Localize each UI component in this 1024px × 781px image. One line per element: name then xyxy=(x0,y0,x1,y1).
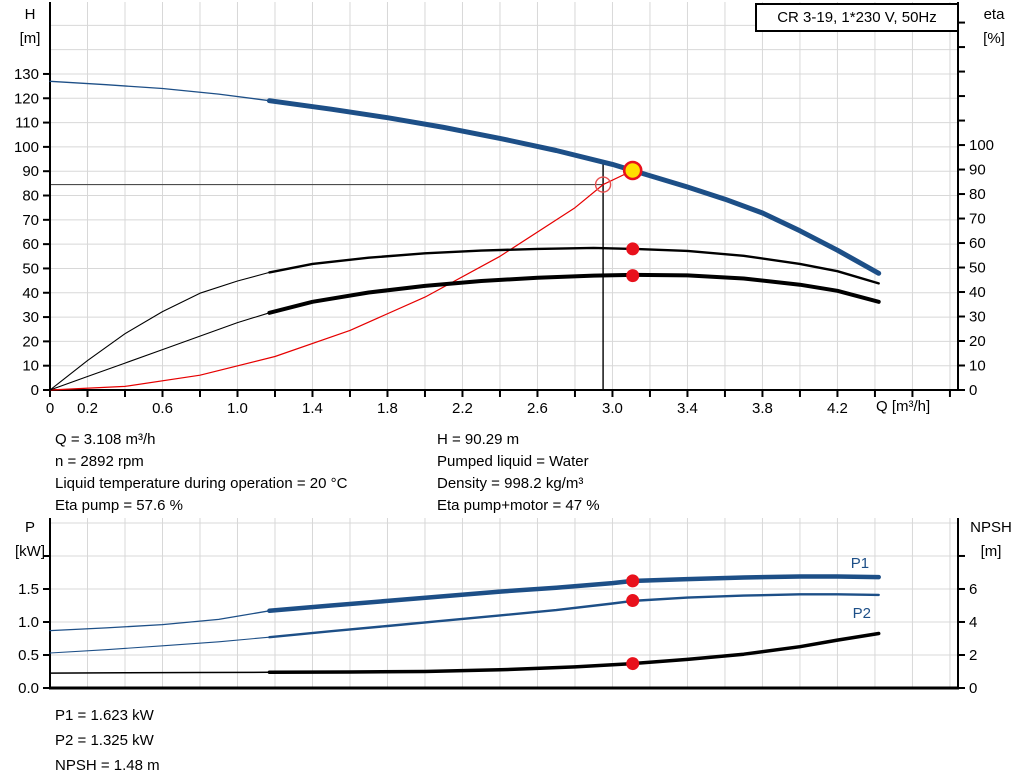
power-npsh-data: P1 = 1.623 kW P2 = 1.325 kW NPSH = 1.48 … xyxy=(55,703,160,778)
p2-curve xyxy=(268,593,880,639)
density-value: Density = 998.2 kg/m³ xyxy=(437,475,584,492)
p-axis-label-unit: [kW] xyxy=(15,543,45,560)
npsh-point xyxy=(626,657,640,671)
npsh-value: NPSH = 1.48 m xyxy=(55,757,160,774)
p2-point xyxy=(626,594,640,608)
svg-text:P2: P2 xyxy=(853,605,871,622)
svg-text:30: 30 xyxy=(969,309,986,326)
eta-axis-label-unit: [%] xyxy=(983,30,1005,47)
svg-text:1.0: 1.0 xyxy=(18,614,39,631)
p-axis-label: P [kW] xyxy=(8,516,52,564)
svg-text:40: 40 xyxy=(969,284,986,301)
h-axis-label: H [m] xyxy=(8,3,52,51)
qh-curve xyxy=(49,80,271,102)
svg-text:0.2: 0.2 xyxy=(77,400,98,417)
liquid-temperature-value: Liquid temperature during operation = 20… xyxy=(55,475,348,492)
npsh-axis-label-unit: [m] xyxy=(980,543,1002,560)
head-value: H = 90.29 m xyxy=(437,431,520,448)
flow-value: Q = 3.108 m³/h xyxy=(55,431,156,448)
svg-text:0: 0 xyxy=(969,680,977,697)
p1-value: P1 = 1.623 kW xyxy=(55,707,154,724)
eta-pump-point xyxy=(626,242,640,256)
svg-text:80: 80 xyxy=(22,188,39,205)
svg-text:4.2: 4.2 xyxy=(827,400,848,417)
svg-text:2.2: 2.2 xyxy=(452,400,473,417)
eta-pump xyxy=(49,271,270,391)
eta-pump-motor xyxy=(267,272,881,315)
p2-curve xyxy=(49,636,270,654)
svg-text:0: 0 xyxy=(31,382,39,399)
svg-text:10: 10 xyxy=(22,358,39,375)
svg-text:6: 6 xyxy=(969,581,977,598)
eta-pump-value: Eta pump = 57.6 % xyxy=(55,497,183,514)
svg-text:100: 100 xyxy=(14,139,39,156)
eta-axis-label-symbol: eta xyxy=(983,6,1005,23)
q-axis-label: Q [m³/h] xyxy=(876,398,931,415)
svg-text:1.8: 1.8 xyxy=(377,400,398,417)
operating-data-right: H = 90.29 m Pumped liquid = Water Densit… xyxy=(437,429,600,517)
p-axis-label-symbol: P xyxy=(24,519,35,536)
svg-text:120: 120 xyxy=(14,90,39,107)
svg-text:3.8: 3.8 xyxy=(752,400,773,417)
svg-text:60: 60 xyxy=(22,236,39,253)
svg-text:70: 70 xyxy=(969,211,986,228)
svg-text:4: 4 xyxy=(969,614,977,631)
svg-text:100: 100 xyxy=(969,137,994,154)
svg-text:0.6: 0.6 xyxy=(152,400,173,417)
speed-value: n = 2892 rpm xyxy=(55,453,144,470)
svg-text:1.5: 1.5 xyxy=(18,581,39,598)
eta-pump-motor xyxy=(49,312,270,391)
svg-text:0.0: 0.0 xyxy=(18,680,39,697)
svg-text:10: 10 xyxy=(969,358,986,375)
p1-point xyxy=(626,574,640,588)
svg-text:90: 90 xyxy=(969,162,986,179)
eta-pump-motor-value: Eta pump+motor = 47 % xyxy=(437,497,600,514)
pumped-liquid-value: Pumped liquid = Water xyxy=(437,453,589,470)
svg-text:3.4: 3.4 xyxy=(677,400,698,417)
rated-point-circle xyxy=(594,176,612,193)
svg-text:50: 50 xyxy=(22,260,39,277)
svg-text:60: 60 xyxy=(969,235,986,252)
p1-curve xyxy=(267,574,881,614)
duty-point xyxy=(622,160,643,181)
svg-text:0: 0 xyxy=(969,382,977,399)
svg-text:40: 40 xyxy=(22,285,39,302)
npsh-curve xyxy=(49,671,271,674)
svg-text:2: 2 xyxy=(969,647,977,664)
eta-axis-label: eta [%] xyxy=(968,3,1020,51)
svg-text:90: 90 xyxy=(22,163,39,180)
eta-pump-motor-point xyxy=(626,269,640,283)
p2-value: P2 = 1.325 kW xyxy=(55,732,154,749)
svg-text:2.6: 2.6 xyxy=(527,400,548,417)
p1-curve xyxy=(49,610,271,632)
svg-text:20: 20 xyxy=(969,333,986,350)
svg-text:80: 80 xyxy=(969,186,986,203)
svg-text:0: 0 xyxy=(46,400,54,417)
svg-text:70: 70 xyxy=(22,212,39,229)
npsh-axis-label: NPSH [m] xyxy=(960,516,1022,564)
eta-pump xyxy=(268,246,880,285)
svg-text:20: 20 xyxy=(22,333,39,350)
operating-data-left: Q = 3.108 m³/h n = 2892 rpm Liquid tempe… xyxy=(55,429,347,517)
h-axis-label-symbol: H xyxy=(24,6,36,23)
pump-model-title: CR 3-19, 1*230 V, 50Hz xyxy=(755,3,959,32)
svg-text:P1: P1 xyxy=(851,555,869,572)
svg-text:30: 30 xyxy=(22,309,39,326)
svg-text:0.5: 0.5 xyxy=(18,647,39,664)
svg-text:1.4: 1.4 xyxy=(302,400,323,417)
system-curve xyxy=(49,169,634,391)
qh-curve xyxy=(266,98,882,276)
svg-text:50: 50 xyxy=(969,260,986,277)
svg-text:3.0: 3.0 xyxy=(602,400,623,417)
h-axis-label-unit: [m] xyxy=(19,30,41,47)
svg-text:130: 130 xyxy=(14,66,39,83)
svg-text:110: 110 xyxy=(15,115,39,132)
npsh-curve xyxy=(267,631,881,675)
npsh-axis-label-symbol: NPSH xyxy=(970,519,1012,536)
svg-text:1.0: 1.0 xyxy=(227,400,248,417)
